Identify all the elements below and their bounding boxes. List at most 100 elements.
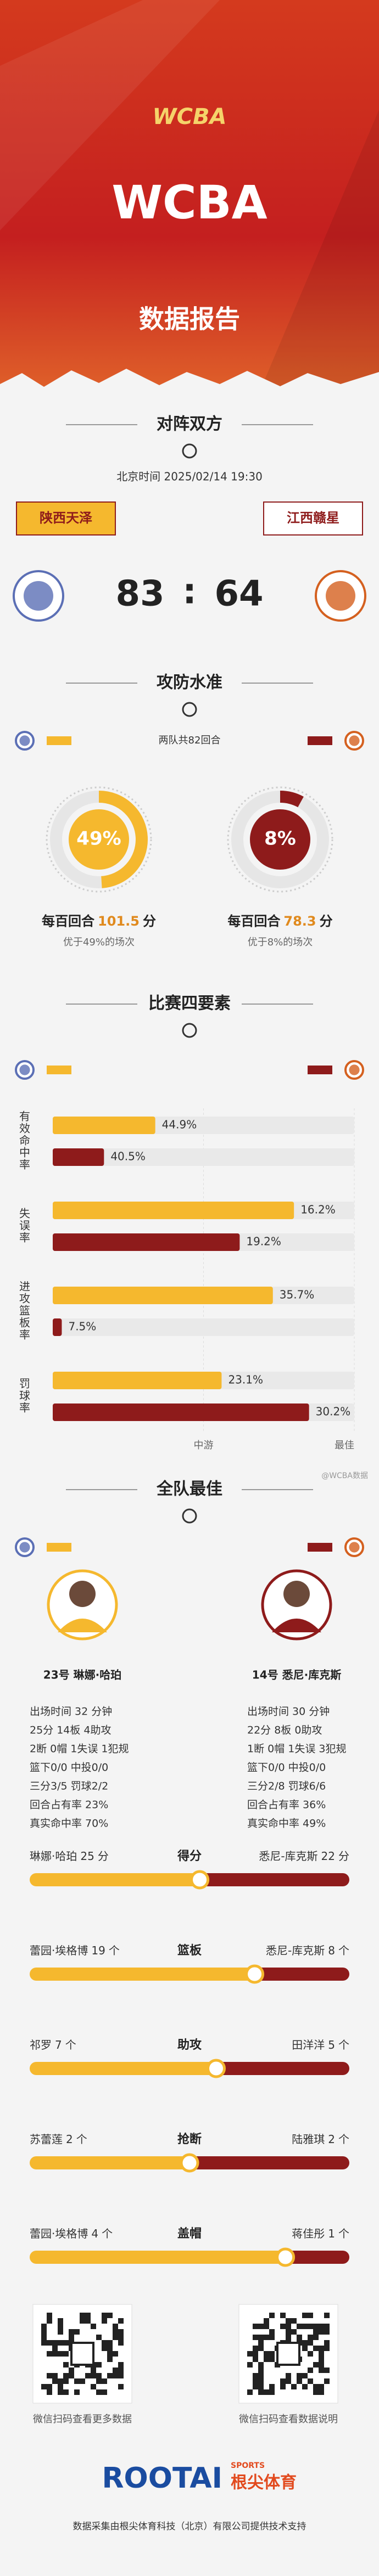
qr-caption: 微信扫码查看数据说明 <box>239 2414 338 2425</box>
bar-label: 30.2% <box>316 1405 351 1418</box>
qr-cell <box>69 2373 74 2378</box>
leader-home: 苏蕾莲 2 个 <box>30 2133 87 2146</box>
qr-cell <box>47 2389 52 2395</box>
leader-home-part: 分 <box>98 1850 109 1863</box>
per100-part: 78.3 <box>283 914 316 929</box>
qr-cell <box>247 2389 253 2395</box>
qr-cell <box>41 2335 47 2340</box>
bar <box>53 1403 309 1421</box>
qr-cell <box>96 2389 102 2395</box>
qr-cell <box>302 2313 308 2318</box>
leader-away: 蒋佳彤 1 个 <box>292 2227 349 2240</box>
leader-bar-home <box>30 2156 190 2169</box>
qr-cell <box>313 2384 319 2389</box>
qr-cell <box>47 2373 52 2378</box>
qr-cell <box>102 2389 107 2395</box>
factor-label: 进攻篮板率 <box>18 1281 31 1341</box>
qr-cell <box>58 2389 63 2395</box>
donut-track <box>227 786 333 893</box>
qr-cell <box>113 2373 118 2378</box>
leader-knob <box>207 2059 226 2078</box>
bar-track <box>53 1148 354 1166</box>
qr-cell <box>47 2318 52 2324</box>
qr-cell <box>253 2373 258 2378</box>
leader-away-part: 个 <box>338 1944 349 1957</box>
leader-home-part: 25 <box>80 1850 94 1863</box>
qr-cell <box>258 2373 264 2378</box>
leader-home-part: 个 <box>102 2227 113 2240</box>
qr-cell <box>319 2329 324 2335</box>
per100: 每百回合 101.5 分 <box>42 914 156 929</box>
qr-cell <box>313 2329 319 2335</box>
per100-part: 每百回合 <box>42 914 95 929</box>
leader-bar-away <box>190 2156 349 2169</box>
qr-cell <box>47 2351 52 2357</box>
qr-cell <box>291 2329 297 2335</box>
qr-cell <box>63 2373 69 2378</box>
qr-cell <box>85 2318 91 2324</box>
qr-cell <box>324 2313 330 2318</box>
qr-center <box>276 2342 300 2366</box>
section-heading: 攻防水准 <box>157 673 222 692</box>
leader-home-part: 蕾园·埃格博 <box>30 1944 88 1957</box>
qr-cell <box>253 2324 258 2329</box>
qr-cell <box>280 2324 286 2329</box>
qr-cell <box>52 2340 58 2346</box>
qr-cell <box>47 2313 52 2318</box>
qr-cell <box>113 2351 118 2357</box>
qr-cell <box>258 2340 264 2346</box>
qr-cell <box>58 2340 63 2346</box>
leader-home-part: 4 <box>91 2227 98 2240</box>
away-score: 64 <box>214 574 263 615</box>
qr-cell <box>269 2357 275 2362</box>
score-separator: : <box>182 572 197 612</box>
leader-home: 蕾园·埃格博 4 个 <box>30 2227 113 2240</box>
qr-cell <box>324 2368 330 2373</box>
qr-cell <box>102 2340 107 2346</box>
qr-cell <box>107 2373 113 2378</box>
qr-cell <box>113 2335 118 2340</box>
qr-cell <box>258 2368 264 2373</box>
qr-cell <box>324 2340 330 2346</box>
qr-cell <box>269 2335 275 2340</box>
qr-center <box>70 2342 94 2366</box>
legend-home <box>47 1543 71 1552</box>
qr-cell <box>96 2378 102 2384</box>
bar <box>53 1117 155 1134</box>
away-name: 江西赣星 <box>287 510 339 526</box>
qr-cell <box>58 2351 63 2357</box>
leader-away-part: 蒋佳彤 <box>292 2227 325 2240</box>
qr-cell <box>113 2329 118 2335</box>
leader-away-part: 田洋洋 <box>292 2038 325 2051</box>
leader-stat: 盖帽 <box>177 2226 202 2241</box>
leader-away-part: 悉尼-库克斯 <box>259 1850 317 1863</box>
qr-cell <box>118 2335 124 2340</box>
qr-cell <box>96 2335 102 2340</box>
player-stat: 25分 14板 4助攻 <box>30 1724 112 1737</box>
qr-cell <box>253 2357 258 2362</box>
qr-cell <box>63 2389 69 2395</box>
qr-cell <box>269 2351 275 2357</box>
bar-track <box>53 1318 354 1336</box>
qr-cell <box>258 2346 264 2351</box>
qr-cell <box>118 2368 124 2373</box>
qr-cell <box>286 2329 291 2335</box>
leader-home-part: 个 <box>65 2038 76 2051</box>
x-tick-label: 最佳 <box>335 1440 354 1451</box>
heading-icon <box>182 702 197 717</box>
home-score: 83 <box>115 574 164 615</box>
leader-home-part: 19 <box>91 1944 105 1957</box>
leader-home-part: 个 <box>76 2133 87 2146</box>
qr-cell <box>41 2340 47 2346</box>
qr-cell <box>280 2313 286 2318</box>
qr-cell <box>113 2368 118 2373</box>
brand: ROOTAI <box>102 2462 222 2495</box>
leader-stat: 抢断 <box>177 2132 202 2146</box>
bar <box>53 1318 62 1336</box>
leader-home-part: 蕾园·埃格博 <box>30 2227 88 2240</box>
team-logo-inner <box>349 1064 360 1075</box>
qr-cell <box>247 2351 253 2357</box>
qr-cell <box>286 2378 291 2384</box>
qr-cell <box>52 2346 58 2351</box>
